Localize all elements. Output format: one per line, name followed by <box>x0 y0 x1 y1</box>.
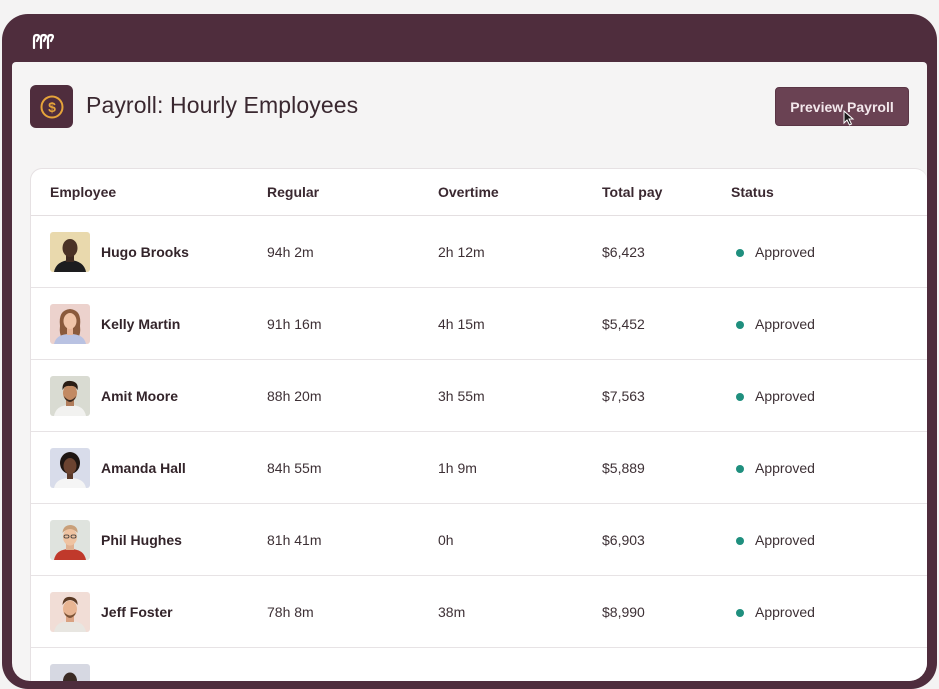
overtime-hours: 0h <box>438 532 454 548</box>
column-header-status[interactable]: Status <box>731 184 774 200</box>
status-dot-icon <box>736 609 744 617</box>
status-dot-icon <box>736 465 744 473</box>
title-bar <box>12 14 927 62</box>
preview-payroll-button[interactable]: Preview Payroll <box>775 87 909 126</box>
mouse-pointer-icon <box>843 110 855 126</box>
regular-hours: 78h 8m <box>267 604 314 620</box>
employee-name: Kelly Martin <box>101 316 181 332</box>
employee-name: Hugo Brooks <box>101 244 189 260</box>
column-header-overtime[interactable]: Overtime <box>438 184 499 200</box>
employee-name: Phil Hughes <box>101 532 182 548</box>
status-badge: Approved <box>755 604 815 620</box>
overtime-hours: 3h 55m <box>438 388 485 404</box>
employee-name: Amanda Hall <box>101 460 186 476</box>
table-header: Employee Regular Overtime Total pay Stat… <box>31 169 927 216</box>
employee-name: Amit Moore <box>101 388 178 404</box>
svg-text:$: $ <box>48 99 56 115</box>
avatar <box>50 664 90 681</box>
regular-hours: 94h 2m <box>267 244 314 260</box>
table-row[interactable]: Jeff Foster 78h 8m 38m $8,990 Approved <box>31 576 927 648</box>
dollar-coin-icon: $ <box>40 95 63 118</box>
status-dot-icon <box>736 537 744 545</box>
total-pay: $5,889 <box>602 460 645 476</box>
status-dot-icon <box>736 249 744 257</box>
total-pay: $5,452 <box>602 316 645 332</box>
total-pay: $6,423 <box>602 244 645 260</box>
avatar <box>50 520 90 560</box>
app-icon: $ <box>30 85 73 128</box>
regular-hours: 91h 16m <box>267 316 322 332</box>
table-row[interactable]: Phil Hughes 81h 41m 0h $6,903 Approved <box>31 504 927 576</box>
employee-name: Jeff Foster <box>101 604 173 620</box>
table-row[interactable]: Amit Moore 88h 20m 3h 55m $7,563 Approve… <box>31 360 927 432</box>
table-row[interactable]: Amanda Hall 84h 55m 1h 9m $5,889 Approve… <box>31 432 927 504</box>
avatar <box>50 376 90 416</box>
regular-hours: 81h 41m <box>267 532 322 548</box>
status-badge: Approved <box>755 460 815 476</box>
column-header-regular[interactable]: Regular <box>267 184 320 200</box>
status-badge: Approved <box>755 532 815 548</box>
regular-hours: 88h 20m <box>267 388 322 404</box>
avatar <box>50 232 90 272</box>
employees-table: Employee Regular Overtime Total pay Stat… <box>30 168 927 681</box>
page-title: Payroll: Hourly Employees <box>86 92 359 118</box>
overtime-hours: 38m <box>438 604 466 620</box>
page-header: $ Payroll: Hourly Employees Preview Payr… <box>30 84 909 130</box>
status-dot-icon <box>736 321 744 329</box>
status-badge: Approved <box>755 316 815 332</box>
regular-hours: 84h 55m <box>267 460 322 476</box>
avatar <box>50 304 90 344</box>
total-pay: $8,990 <box>602 604 645 620</box>
status-badge: Approved <box>755 244 815 260</box>
brand-logo-icon[interactable] <box>32 33 54 49</box>
app-window-frame: $ Payroll: Hourly Employees Preview Payr… <box>2 14 937 689</box>
total-pay: $6,903 <box>602 532 645 548</box>
table-row[interactable]: Hugo Brooks 94h 2m 2h 12m $6,423 Approve… <box>31 216 927 288</box>
status-badge: Approved <box>755 388 815 404</box>
avatar <box>50 448 90 488</box>
main-panel: $ Payroll: Hourly Employees Preview Payr… <box>12 62 927 681</box>
overtime-hours: 1h 9m <box>438 460 477 476</box>
status-dot-icon <box>736 393 744 401</box>
overtime-hours: 2h 12m <box>438 244 485 260</box>
overtime-hours: 4h 15m <box>438 316 485 332</box>
total-pay: $7,563 <box>602 388 645 404</box>
column-header-employee[interactable]: Employee <box>50 184 117 200</box>
table-row[interactable]: Kelly Martin 91h 16m 4h 15m $5,452 Appro… <box>31 288 927 360</box>
column-header-total-pay[interactable]: Total pay <box>602 184 663 200</box>
table-row[interactable] <box>31 648 927 681</box>
avatar <box>50 592 90 632</box>
